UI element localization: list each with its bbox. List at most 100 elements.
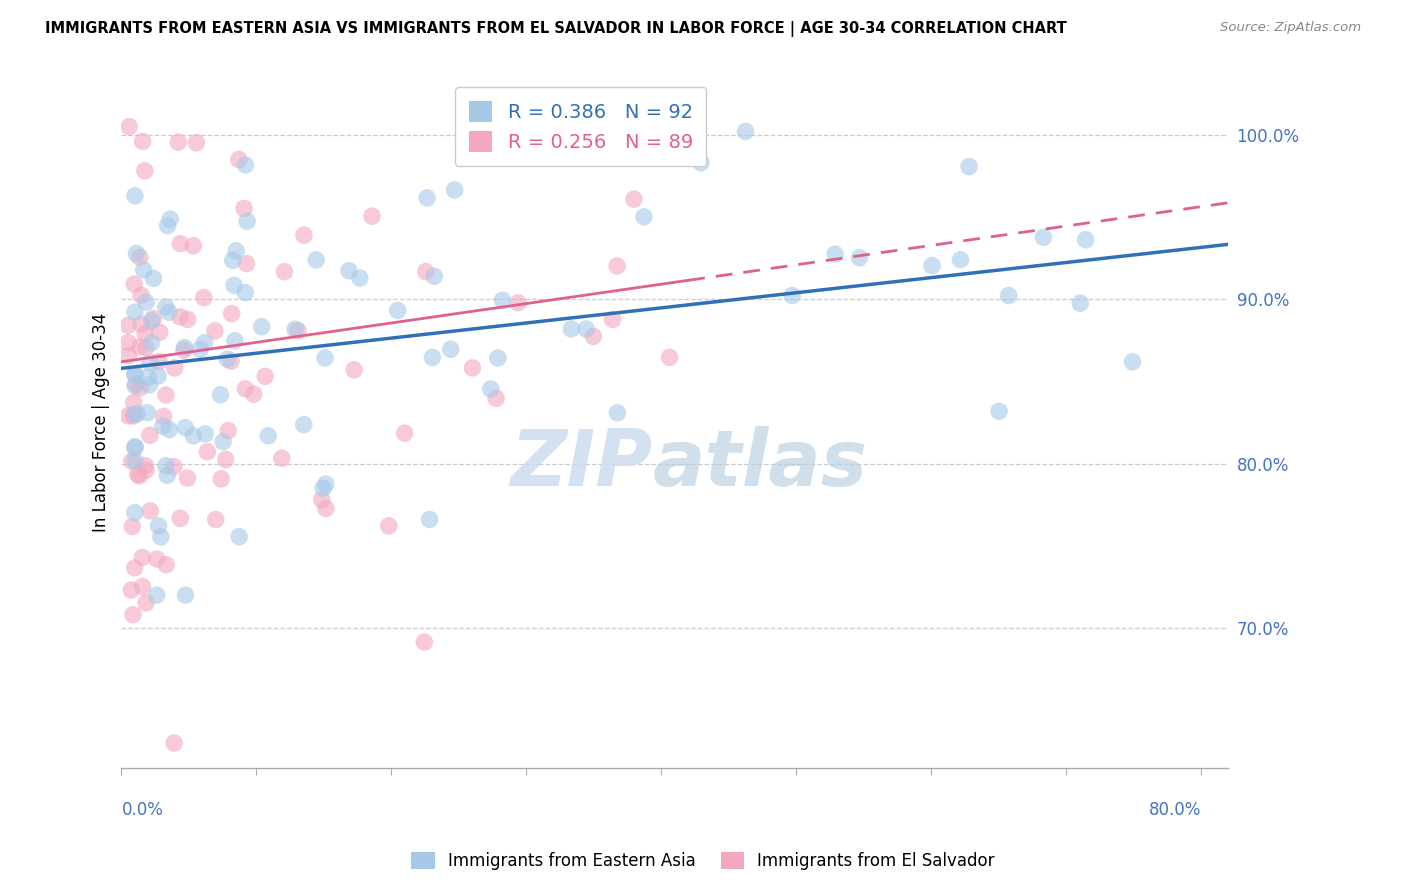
- Point: [606, 259, 628, 273]
- Point: [623, 192, 645, 206]
- Point: [131, 580, 153, 594]
- Point: [461, 360, 484, 375]
- Point: [149, 530, 172, 544]
- Point: [575, 322, 598, 336]
- Point: [508, 295, 530, 310]
- Point: [124, 506, 146, 520]
- Point: [135, 463, 157, 477]
- Point: [209, 388, 232, 402]
- Point: [270, 451, 292, 466]
- Text: ZIP: ZIP: [510, 426, 652, 502]
- Point: [188, 342, 211, 356]
- Point: [146, 552, 169, 566]
- Point: [174, 588, 197, 602]
- Point: [131, 134, 153, 148]
- Point: [117, 349, 139, 363]
- Point: [486, 351, 509, 365]
- Point: [235, 257, 257, 271]
- Text: IMMIGRANTS FROM EASTERN ASIA VS IMMIGRANTS FROM EL SALVADOR IN LABOR FORCE | AGE: IMMIGRANTS FROM EASTERN ASIA VS IMMIGRAN…: [45, 21, 1067, 37]
- Point: [186, 136, 208, 150]
- Legend: Immigrants from Eastern Asia, Immigrants from El Salvador: Immigrants from Eastern Asia, Immigrants…: [405, 845, 1001, 877]
- Y-axis label: In Labor Force | Age 30-34: In Labor Force | Age 30-34: [93, 313, 110, 533]
- Point: [957, 160, 980, 174]
- Point: [181, 239, 204, 253]
- Point: [416, 191, 439, 205]
- Point: [415, 265, 437, 279]
- Point: [124, 368, 146, 382]
- Point: [287, 324, 309, 338]
- Point: [183, 429, 205, 443]
- Point: [1121, 355, 1143, 369]
- Point: [221, 307, 243, 321]
- Point: [212, 434, 235, 449]
- Point: [134, 326, 156, 341]
- Point: [461, 132, 484, 146]
- Point: [1074, 233, 1097, 247]
- Point: [824, 247, 846, 261]
- Point: [169, 511, 191, 525]
- Point: [124, 561, 146, 575]
- Point: [204, 324, 226, 338]
- Point: [155, 300, 177, 314]
- Point: [163, 361, 186, 376]
- Point: [423, 269, 446, 284]
- Point: [217, 424, 239, 438]
- Point: [174, 420, 197, 434]
- Point: [124, 368, 146, 382]
- Point: [122, 277, 145, 292]
- Point: [394, 426, 416, 441]
- Point: [254, 369, 277, 384]
- Point: [292, 228, 315, 243]
- Point: [149, 326, 172, 340]
- Point: [314, 351, 336, 365]
- Point: [194, 426, 217, 441]
- Text: Source: ZipAtlas.com: Source: ZipAtlas.com: [1220, 21, 1361, 34]
- Point: [136, 370, 159, 384]
- Point: [156, 468, 179, 483]
- Point: [135, 340, 157, 354]
- Point: [422, 351, 444, 365]
- Point: [127, 467, 149, 482]
- Point: [167, 135, 190, 149]
- Point: [672, 120, 695, 134]
- Point: [173, 341, 195, 355]
- Point: [242, 387, 264, 401]
- Point: [235, 158, 257, 172]
- Point: [122, 607, 145, 622]
- Point: [129, 318, 152, 332]
- Point: [988, 404, 1011, 418]
- Point: [413, 635, 436, 649]
- Point: [311, 492, 333, 507]
- Point: [209, 472, 232, 486]
- Point: [155, 458, 177, 473]
- Point: [675, 132, 697, 146]
- Point: [155, 558, 177, 572]
- Point: [315, 501, 337, 516]
- Point: [194, 335, 217, 350]
- Point: [129, 288, 152, 302]
- Point: [117, 409, 139, 423]
- Point: [159, 212, 181, 227]
- Text: atlas: atlas: [652, 426, 868, 502]
- Text: 0.0%: 0.0%: [121, 801, 163, 819]
- Point: [1032, 230, 1054, 244]
- Point: [921, 259, 943, 273]
- Point: [157, 305, 180, 319]
- Point: [118, 120, 141, 134]
- Point: [117, 335, 139, 350]
- Point: [142, 271, 165, 285]
- Point: [228, 153, 250, 167]
- Point: [582, 329, 605, 343]
- Point: [124, 305, 146, 319]
- Point: [173, 343, 195, 358]
- Point: [124, 441, 146, 455]
- Point: [479, 382, 502, 396]
- Point: [225, 244, 247, 258]
- Point: [152, 409, 174, 424]
- Point: [440, 342, 463, 356]
- Point: [461, 134, 484, 148]
- Point: [124, 454, 146, 468]
- Point: [284, 322, 307, 336]
- Point: [378, 519, 401, 533]
- Point: [117, 318, 139, 333]
